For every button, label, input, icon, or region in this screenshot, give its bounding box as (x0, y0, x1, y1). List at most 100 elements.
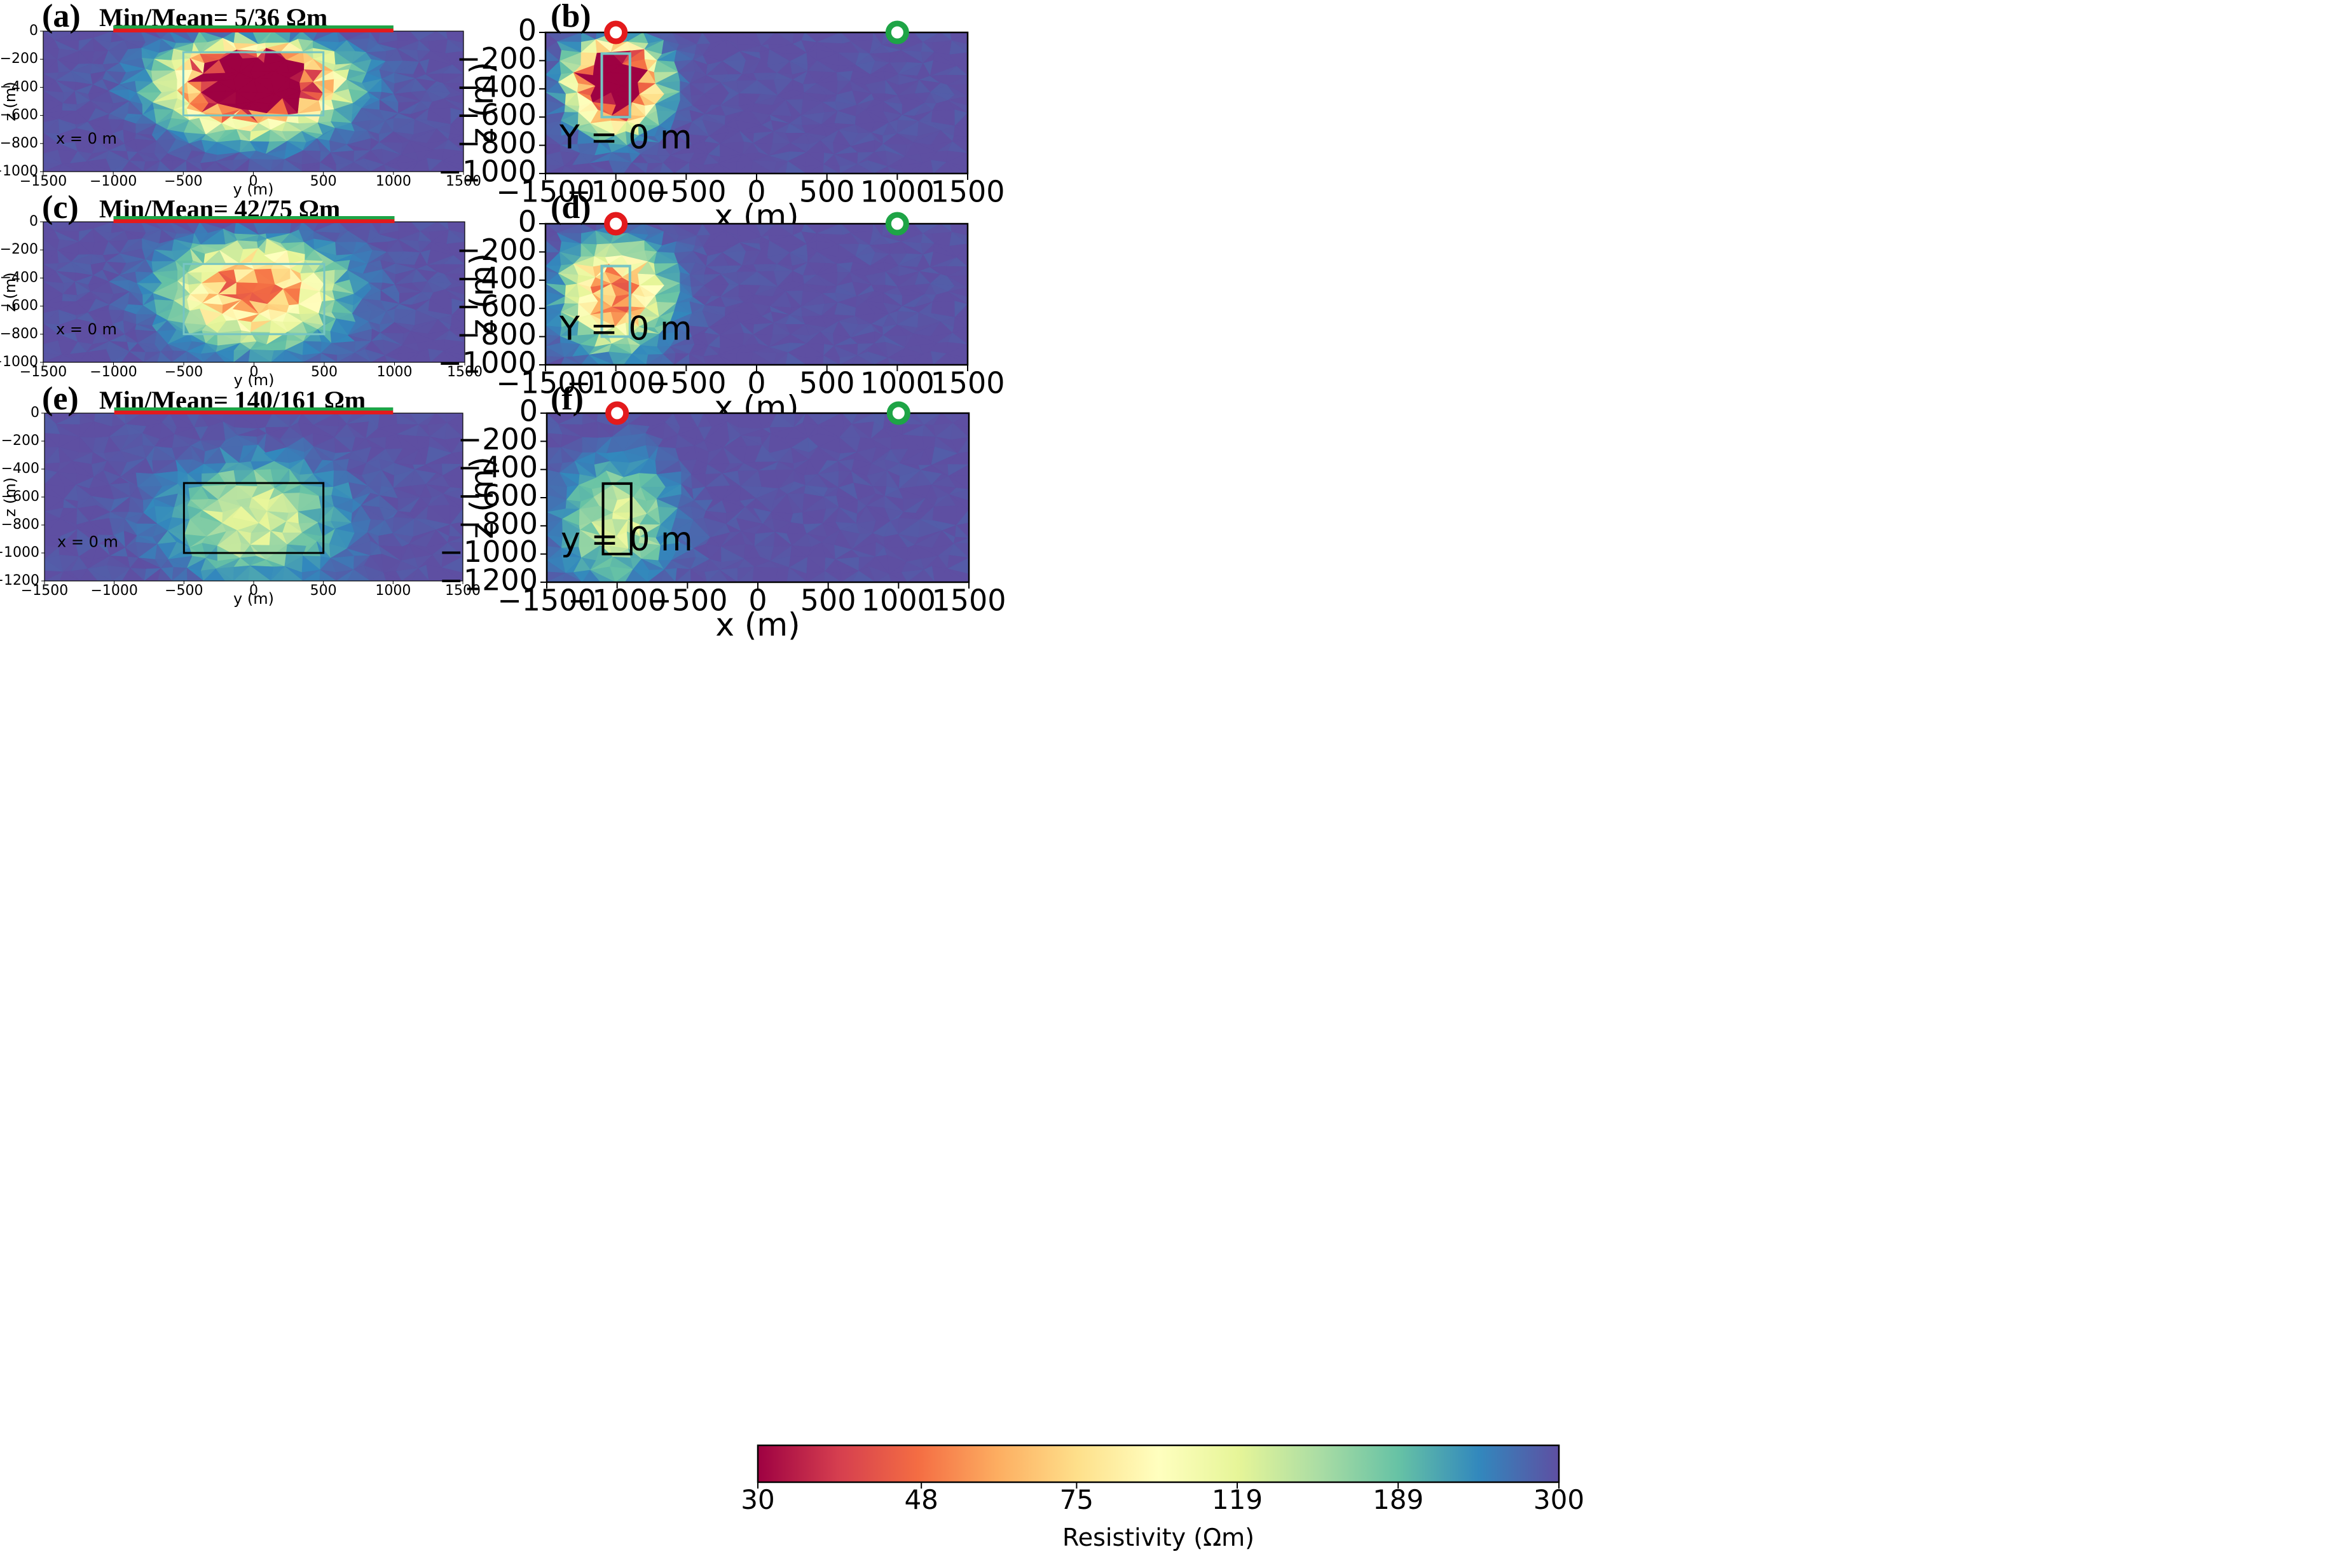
x-tick-label: 0 (249, 583, 258, 599)
x-tick-label: −1000 (568, 583, 667, 618)
mesh-cell (661, 569, 676, 582)
x-tick-label: 0 (747, 175, 765, 209)
slice-annotation: Y = 0 m (559, 119, 692, 157)
y-tick-label: −200 (456, 41, 537, 76)
y-tick-label: −1000 (0, 545, 39, 561)
mesh-cell (59, 571, 80, 581)
mesh-cell (86, 351, 112, 362)
y-tick-label: −800 (0, 326, 38, 342)
colorbar-label: Resistivity (Ωm) (1062, 1524, 1254, 1551)
panel-label: (b) (551, 0, 591, 34)
x-tick-label: 500 (310, 174, 337, 189)
mesh-cell (186, 160, 203, 172)
mesh-cell (915, 354, 934, 365)
x-tick-label: 1500 (930, 175, 1005, 209)
colorbar-tick-label: 75 (1060, 1484, 1094, 1515)
y-tick-label: −1000 (0, 354, 38, 370)
mesh-cell (247, 158, 271, 172)
y-tick-label: −1000 (439, 535, 538, 569)
mesh-cell (156, 160, 172, 172)
mesh-cell (785, 352, 807, 365)
mesh-cell (888, 573, 908, 582)
mesh-cell (384, 355, 404, 362)
mesh-cell (157, 568, 173, 581)
y-tick-label: −400 (0, 269, 38, 285)
mesh-cell (319, 162, 337, 172)
x-tick-label: −500 (646, 366, 726, 400)
x-tick-label: 500 (799, 175, 855, 209)
mesh-cell (690, 568, 708, 582)
target-box (600, 52, 631, 119)
mesh-cell (86, 161, 112, 172)
x-tick-label: 0 (250, 364, 259, 380)
x-tick-label: 1500 (445, 583, 481, 599)
slice-annotation: x = 0 m (56, 320, 117, 338)
y-tick-label: −200 (0, 242, 38, 257)
panel-a: −1500 −1000 −500 0 500 1000 15000−200−400−600−… (0, 0, 481, 198)
y-tick-label: 0 (518, 13, 537, 48)
x-tick-label: −500 (165, 583, 203, 599)
mesh-cell (383, 572, 402, 581)
panel-b: −1500−1000−500 0 500 100015000−200−400−600−… (437, 0, 1005, 235)
y-tick-label: −800 (1, 517, 39, 533)
survey-line-red (113, 219, 395, 223)
mesh-cell (248, 565, 271, 581)
y-tick-label: −200 (0, 51, 38, 67)
mesh-cell (752, 566, 776, 582)
y-axis-label: z (m) (1, 81, 19, 121)
mesh-cell (589, 163, 615, 174)
plot-area (545, 32, 968, 174)
y-tick-label: −1000 (437, 154, 537, 189)
y-axis-label: z (m) (463, 62, 500, 144)
x-axis-label: y (m) (233, 181, 274, 198)
x-tick-label: −1500 (20, 364, 67, 380)
mesh-cell (58, 163, 79, 172)
resistivity-mesh (545, 224, 968, 365)
mesh-cell (823, 355, 840, 365)
mesh-cell (186, 568, 204, 581)
survey-line-green (113, 25, 394, 29)
panel-label: (d) (551, 189, 591, 226)
mesh-cell (659, 162, 675, 174)
mesh-cell (157, 351, 172, 362)
mesh-cell (623, 353, 647, 365)
mesh-cell (320, 353, 338, 362)
x-tick-label: 1000 (375, 583, 411, 599)
y-tick-label: −200 (456, 233, 537, 267)
x-tick-label: 500 (800, 583, 856, 618)
plot-area (547, 413, 969, 582)
y-tick-label: −1000 (437, 346, 537, 380)
survey-line-red (114, 411, 394, 414)
resistivity-mesh (545, 32, 968, 174)
mesh-cell (282, 566, 303, 581)
resistivity-mesh (43, 222, 465, 362)
panel-label: (f) (551, 381, 584, 417)
mesh-cell (946, 162, 968, 174)
x-axis-label: y (m) (233, 590, 274, 608)
panel-c: −1500 −1000 −500 0 500 1000 15000−200−400−600−… (0, 189, 483, 389)
y-tick-label: −600 (456, 289, 537, 324)
mesh-cell (441, 567, 463, 581)
plot-area (43, 31, 463, 172)
colorbar-gradient (757, 1444, 1560, 1483)
panel-f: −1500−1000−500 0 500 100015000−200−400−600−… (439, 381, 1006, 643)
y-tick-label: −1000 (0, 163, 38, 179)
y-tick-label: −400 (456, 69, 537, 104)
x-tick-label: −1000 (566, 175, 666, 209)
y-axis-label: z (m) (463, 456, 500, 539)
mesh-cell (346, 569, 371, 581)
mesh-cell (718, 354, 737, 365)
x-tick-label: 1500 (930, 366, 1005, 400)
plot-area (43, 222, 465, 362)
y-tick-label: 0 (29, 214, 38, 229)
y-tick-label: −800 (458, 507, 538, 541)
panel-label: (a) (42, 0, 81, 34)
x-tick-label: 0 (249, 174, 258, 189)
mesh-cell (319, 569, 337, 581)
receiver-marker (886, 401, 910, 425)
x-tick-label: −500 (165, 364, 203, 380)
x-axis-label: y (m) (234, 371, 275, 389)
target-box (182, 262, 326, 336)
